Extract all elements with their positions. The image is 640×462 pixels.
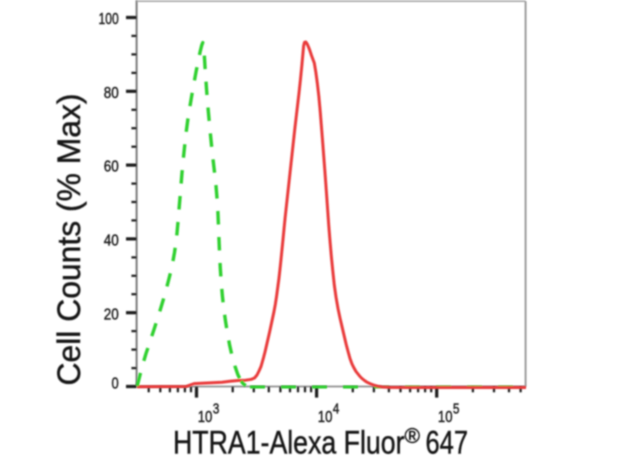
svg-text:4: 4 [333,401,340,418]
svg-text:80: 80 [104,85,119,102]
svg-text:100: 100 [99,11,119,28]
svg-text:3: 3 [213,401,220,418]
svg-text:10: 10 [438,409,453,426]
svg-text:647: 647 [426,425,469,461]
svg-text:HTRA1-Alexa Fluor: HTRA1-Alexa Fluor [173,425,405,461]
svg-text:10: 10 [318,409,333,426]
svg-text:60: 60 [104,159,119,176]
svg-text:0: 0 [112,376,119,393]
svg-text:®: ® [405,425,421,448]
svg-text:10: 10 [198,409,213,426]
svg-text:40: 40 [104,233,119,250]
svg-text:20: 20 [104,306,119,323]
svg-text:Cell Counts (% Max): Cell Counts (% Max) [51,94,87,386]
svg-text:5: 5 [453,401,460,418]
